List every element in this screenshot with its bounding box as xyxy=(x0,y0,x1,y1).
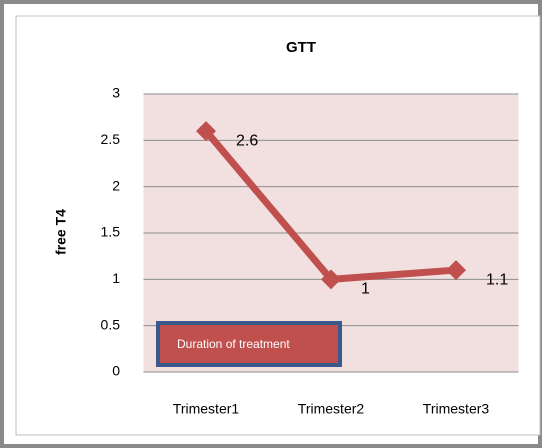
x-tick-label: Trimester2 xyxy=(298,401,365,417)
x-tick-label: Trimester1 xyxy=(173,401,240,417)
y-axis-label: free T4 xyxy=(53,209,69,255)
y-tick-label: 3 xyxy=(112,85,120,101)
y-tick-label: 2 xyxy=(112,177,120,193)
data-label: 2.6 xyxy=(236,132,258,149)
chart-title: GTT xyxy=(286,39,316,56)
y-tick-label: 0 xyxy=(112,363,120,379)
y-tick-label: 2.5 xyxy=(101,131,121,147)
data-label: 1.1 xyxy=(486,271,508,288)
annotation: Duration of treatment xyxy=(177,337,290,351)
data-point xyxy=(196,121,216,142)
y-tick-label: 1.5 xyxy=(101,224,121,240)
y-tick-label: 1 xyxy=(112,270,120,286)
annotation-box xyxy=(156,321,342,367)
x-tick-label: Trimester3 xyxy=(423,401,490,417)
data-point xyxy=(321,269,341,290)
annotation-text: Duration of treatment xyxy=(177,337,290,351)
data-label: 1 xyxy=(361,281,370,298)
y-tick-label: 0.5 xyxy=(101,316,121,332)
data-point xyxy=(446,260,466,281)
